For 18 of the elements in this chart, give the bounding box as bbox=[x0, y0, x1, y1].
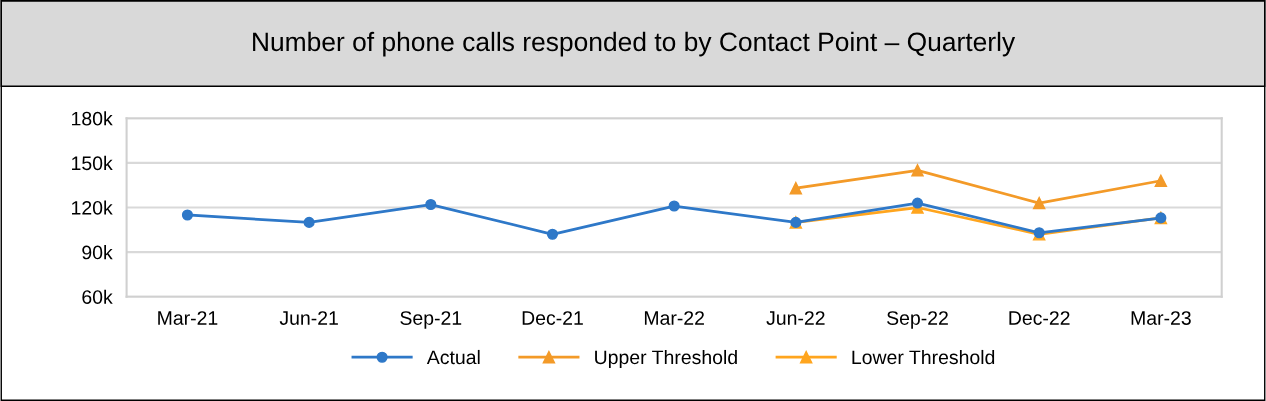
x-tick-label: Dec-22 bbox=[1009, 311, 1070, 325]
x-tick-label: Mar-22 bbox=[644, 311, 704, 325]
y-tick-label: 120k bbox=[72, 200, 113, 215]
legend-label: Actual bbox=[426, 349, 480, 365]
x-tick-label: Sep-22 bbox=[887, 311, 948, 329]
x-tick-label: Mar-21 bbox=[158, 311, 218, 325]
x-tick-label: Jun-21 bbox=[279, 311, 338, 325]
y-tick-label: 150k bbox=[72, 155, 113, 171]
y-tick-label: 90k bbox=[82, 245, 113, 260]
x-tick-label: Dec-21 bbox=[522, 311, 583, 325]
legend-label: Upper Threshold bbox=[595, 349, 737, 369]
chart-title: Number of phone calls responded to by Contact Point – Quarterly bbox=[253, 31, 1016, 57]
x-tick-label: Sep-21 bbox=[400, 311, 462, 329]
y-tick-label: 60k bbox=[82, 289, 113, 304]
legend-label: Lower Threshold bbox=[852, 349, 995, 365]
y-tick-label: 180k bbox=[72, 111, 113, 126]
x-tick-label: Jun-22 bbox=[766, 311, 825, 325]
x-tick-label: Mar-23 bbox=[1131, 311, 1191, 325]
